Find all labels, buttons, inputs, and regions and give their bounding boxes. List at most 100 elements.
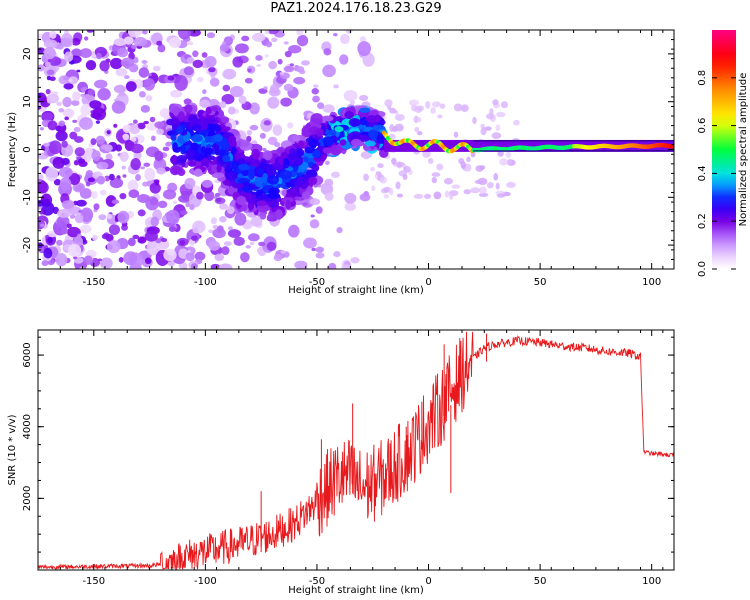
x-tick-label: -150 [82,576,105,587]
ridge-blob [310,113,324,125]
noise-blob [45,234,50,239]
noise-blob [167,75,175,81]
ridge-blob [275,209,283,220]
noise-blob [444,190,450,198]
noise-blob [463,189,471,195]
noise-blob [63,83,74,90]
noise-blob [123,36,134,45]
noise-blob [71,38,81,46]
noise-blob [491,132,502,139]
noise-blob [48,140,62,155]
noise-blob [154,150,164,162]
noise-blob [62,96,72,108]
noise-blob [85,60,97,71]
noise-blob [170,89,183,98]
ridge-blob [232,182,244,189]
noise-blob [98,214,107,221]
y-tick-label: 6000 [22,342,33,367]
noise-blob [250,216,263,227]
carrier-halo [383,139,674,152]
noise-blob [68,173,81,185]
noise-blob [44,61,51,67]
noise-blob [101,233,110,240]
noise-blob [283,65,295,73]
noise-blob [49,30,57,39]
noise-blob [72,182,85,193]
noise-blob [296,30,304,36]
noise-blob [451,184,461,189]
noise-blob [417,131,423,136]
noise-blob [204,55,217,68]
noise-blob [322,104,335,113]
noise-blob [221,246,230,256]
noise-blob [268,60,278,70]
noise-blob [124,75,130,80]
ridge-blob [219,151,226,157]
noise-blob [344,192,357,204]
noise-blob [423,193,432,199]
ridge-blob [171,154,177,165]
ridge-blob [228,135,237,147]
noise-blob [106,213,113,220]
ridge-blob [177,111,185,122]
noise-blob [202,179,213,188]
noise-blob [479,165,486,170]
noise-blob [106,130,111,135]
noise-blob [232,56,244,68]
noise-blob [293,76,306,85]
noise-blob [324,192,334,201]
noise-blob [312,95,320,103]
colorbar-tick-label: 0.2 [697,213,708,229]
colorbar [712,30,736,269]
noise-blob [187,41,194,46]
noise-blob [66,223,72,229]
noise-blob [222,41,227,45]
noise-blob [264,54,269,58]
noise-blob [108,173,115,181]
noise-blob [93,203,100,211]
x-tick-label: 0 [425,576,431,587]
ridge-blob [170,134,177,141]
ridge-blob [241,169,250,177]
ridge-blob [251,148,260,160]
noise-blob [315,206,323,214]
noise-blob [157,44,166,53]
noise-blob [94,79,108,89]
ridge-blob [215,125,222,132]
noise-blob [375,171,382,176]
ridge-blob [254,176,263,188]
noise-blob [138,67,150,78]
noise-blob [144,257,152,265]
ridge-blob [184,121,190,128]
noise-blob [449,193,454,200]
ridge-blob [222,155,231,163]
noise-blob [310,214,315,218]
noise-blob [315,252,325,259]
noise-blob [122,133,130,141]
noise-blob [206,32,216,39]
noise-blob [362,52,375,67]
snr-frame [37,329,675,571]
noise-blob [95,135,106,145]
noise-blob [330,171,340,178]
noise-blob [343,89,358,102]
noise-blob [113,123,118,128]
ridge-blob [190,134,203,143]
noise-blob [166,209,180,225]
noise-blob [189,203,195,211]
noise-blob [118,92,126,97]
heatmap-blobs [38,30,674,269]
noise-blob [240,252,250,263]
ridge-blob [375,115,381,122]
noise-blob [156,167,166,175]
noise-blob [133,151,142,160]
noise-blob [149,116,156,123]
noise-blob [413,193,424,199]
noise-blob [163,248,177,262]
ridge-blob [321,115,334,122]
noise-blob [135,174,141,182]
noise-blob [105,195,117,208]
noise-blob [430,106,436,114]
ridge-blob [257,168,264,175]
noise-blob [409,99,420,107]
